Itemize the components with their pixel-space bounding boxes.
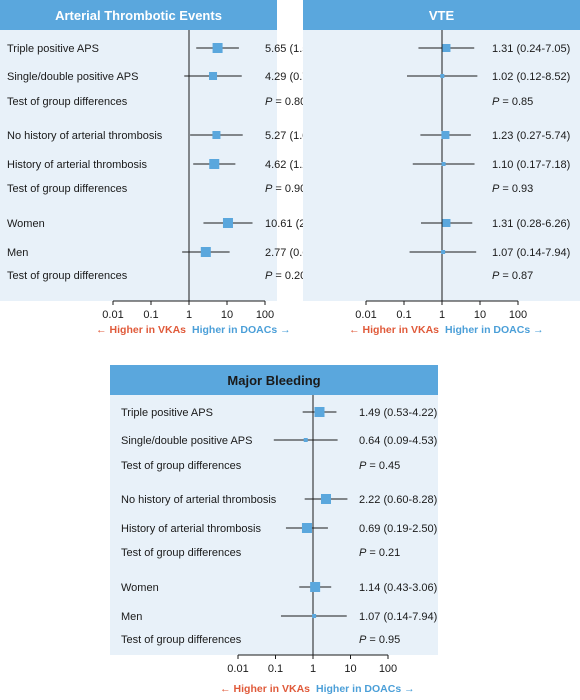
panel-title: VTE [429, 8, 455, 23]
p-value-text: P = 0.95 [359, 634, 400, 646]
direction-label-vka: ← Higher in VKAs [220, 683, 310, 695]
point-estimate [320, 494, 331, 504]
estimate-text: 1.23 (0.27-5.74) [492, 130, 570, 142]
row-label: Test of group differences [7, 270, 128, 282]
x-tick-label: 100 [379, 663, 397, 675]
x-tick-label: 0.01 [227, 663, 248, 675]
row-label: Triple positive APS [7, 43, 99, 55]
x-tick-label: 0.1 [268, 663, 283, 675]
row-label: Test of group differences [121, 547, 242, 559]
point-estimate [209, 72, 218, 80]
estimate-text: 1.07 (0.14-7.94) [359, 611, 437, 623]
point-estimate [209, 159, 220, 169]
direction-label-vka: ← Higher in VKAs [349, 324, 439, 336]
x-tick-label: 1 [310, 663, 316, 675]
estimate-text: 1.10 (0.17-7.18) [492, 159, 570, 171]
estimate-text: 0.69 (0.19-2.50) [359, 523, 437, 535]
forest-panel-3: Major Bleeding Triple positive APS 1.49 (0… [110, 365, 438, 695]
point-estimate [441, 162, 446, 166]
panel-header [110, 365, 438, 395]
x-tick-label: 10 [221, 309, 233, 321]
estimate-text: 2.22 (0.60-8.28) [359, 494, 437, 506]
p-value-text: P = 0.80 [265, 96, 306, 108]
forest-panel-2: VTE 1.31 (0.24-7.05) 1.02 (0.12-8.52) P = 0… [303, 0, 580, 336]
panel-header [303, 0, 580, 30]
estimate-text: 1.07 (0.14-7.94) [492, 247, 570, 259]
point-estimate [442, 44, 451, 52]
p-value-text: P = 0.87 [492, 270, 533, 282]
direction-label-doac: Higher in DOACs → [316, 683, 415, 695]
estimate-text: 1.49 (0.53-4.22) [359, 407, 437, 419]
x-tick-label: 100 [509, 309, 527, 321]
p-value-text: P = 0.21 [359, 547, 400, 559]
row-label: Test of group differences [121, 634, 242, 646]
point-estimate [222, 218, 233, 228]
point-estimate [442, 219, 451, 227]
direction-label-vka: ← Higher in VKAs [96, 324, 186, 336]
point-estimate [212, 131, 221, 139]
panel-background [0, 0, 277, 301]
x-tick-label: 1 [186, 309, 192, 321]
row-label: Triple positive APS [121, 407, 213, 419]
row-label: Women [7, 218, 45, 230]
p-value-text: P = 0.93 [492, 183, 533, 195]
point-estimate [312, 614, 317, 618]
row-label: No history of arterial thrombosis [121, 494, 277, 506]
direction-label-doac: Higher in DOACs → [445, 324, 544, 336]
point-estimate [441, 131, 450, 139]
estimate-text: 1.31 (0.24-7.05) [492, 43, 570, 55]
x-tick-label: 0.01 [355, 309, 376, 321]
point-estimate [200, 247, 211, 257]
x-tick-label: 10 [344, 663, 356, 675]
row-label: Test of group differences [7, 96, 128, 108]
point-estimate [303, 438, 308, 442]
x-tick-label: 1 [439, 309, 445, 321]
p-value-text: P = 0.85 [492, 96, 533, 108]
panel-title: Major Bleeding [227, 373, 320, 388]
point-estimate [441, 250, 446, 254]
x-tick-label: 0.1 [143, 309, 158, 321]
x-tick-label: 10 [474, 309, 486, 321]
estimate-text: 1.02 (0.12-8.52) [492, 71, 570, 83]
row-label: Men [121, 611, 142, 623]
row-label: No history of arterial thrombosis [7, 130, 163, 142]
estimate-text: 1.14 (0.43-3.06) [359, 582, 437, 594]
panel-title: Arterial Thrombotic Events [55, 8, 222, 23]
panel-background [110, 365, 438, 655]
estimate-text: 0.64 (0.09-4.53) [359, 435, 437, 447]
point-estimate [440, 74, 445, 78]
p-value-text: P = 0.90 [265, 183, 306, 195]
x-tick-label: 0.1 [396, 309, 411, 321]
point-estimate [310, 582, 321, 592]
point-estimate [301, 523, 312, 533]
forest-panel-1: Arterial Thrombotic Events Triple positiv… [0, 0, 356, 336]
row-label: Test of group differences [121, 460, 242, 472]
row-label: Single/double positive APS [7, 71, 138, 83]
point-estimate [212, 43, 223, 53]
row-label: Test of group differences [7, 183, 128, 195]
row-label: Single/double positive APS [121, 435, 252, 447]
p-value-text: P = 0.20 [265, 270, 306, 282]
row-label: History of arterial thrombosis [7, 159, 147, 171]
x-tick-label: 0.01 [102, 309, 123, 321]
direction-label-doac: Higher in DOACs → [192, 324, 291, 336]
point-estimate [314, 407, 325, 417]
x-tick-label: 100 [256, 309, 274, 321]
estimate-text: 1.31 (0.28-6.26) [492, 218, 570, 230]
row-label: History of arterial thrombosis [121, 523, 261, 535]
row-label: Women [121, 582, 159, 594]
row-label: Men [7, 247, 28, 259]
p-value-text: P = 0.45 [359, 460, 400, 472]
panel-header [0, 0, 277, 30]
